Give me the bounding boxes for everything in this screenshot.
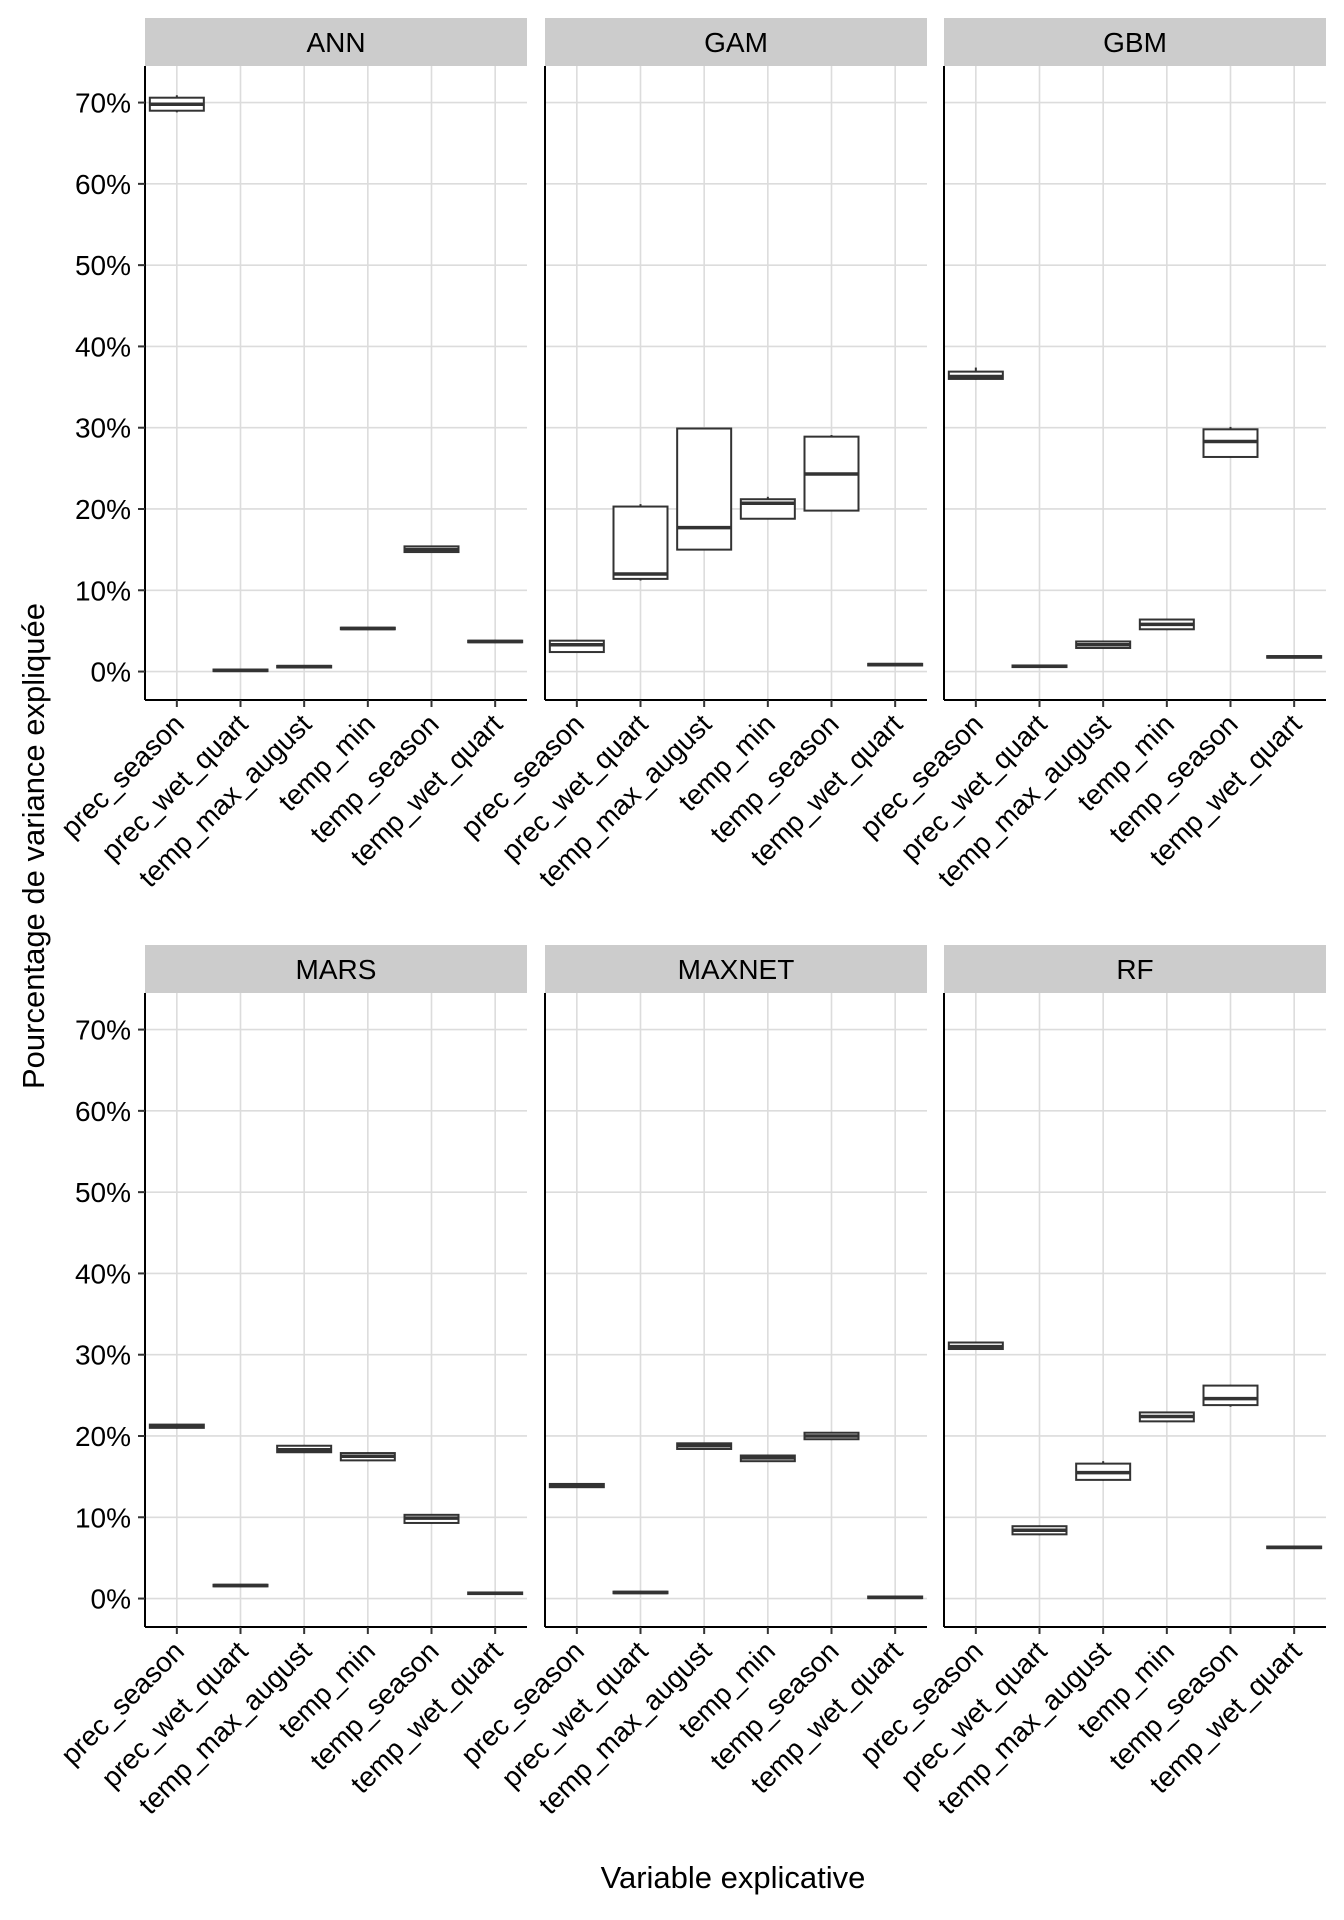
y-tick-label: 0% — [91, 657, 131, 688]
box-temp-season — [803, 1431, 860, 1441]
box-prec-wet-quart — [1011, 1525, 1068, 1536]
y-tick-label: 60% — [75, 1096, 131, 1127]
box-temp-max-august — [276, 1444, 333, 1454]
box-temp-season — [1202, 426, 1259, 458]
box-temp-min — [339, 1452, 396, 1462]
panel-ann: ANN0%10%20%30%40%50%60%70%prec_seasonpre… — [55, 18, 527, 893]
panel-strip — [545, 945, 927, 993]
y-tick-label: 30% — [75, 413, 131, 444]
box-prec-wet-quart — [612, 504, 669, 581]
box-temp-max-august — [276, 664, 333, 669]
facet-panels: ANN0%10%20%30%40%50%60%70%prec_seasonpre… — [55, 18, 1326, 1820]
box-temp-min — [1138, 1411, 1195, 1423]
box-temp-max-august — [1075, 640, 1132, 649]
box-temp-wet-quart — [467, 1591, 524, 1596]
panel-title: MAXNET — [678, 954, 795, 985]
box-temp-season — [1202, 1384, 1259, 1407]
panel-maxnet: MAXNETprec_seasonprec_wet_quarttemp_max_… — [455, 945, 927, 1820]
panel-gam: GAMprec_seasonprec_wet_quarttemp_max_aug… — [455, 18, 927, 893]
y-tick-label: 30% — [75, 1340, 131, 1371]
y-tick-label: 60% — [75, 169, 131, 200]
box-prec-wet-quart — [212, 668, 269, 673]
box-temp-wet-quart — [867, 1595, 924, 1600]
panel-strip — [944, 945, 1326, 993]
panel-title: GAM — [704, 27, 768, 58]
box-prec-season — [947, 367, 1004, 380]
box-iqr — [676, 427, 733, 551]
panel-strip — [145, 18, 527, 66]
box-prec-wet-quart — [612, 1590, 669, 1595]
y-tick-label: 0% — [91, 1584, 131, 1615]
y-tick-label: 70% — [75, 88, 131, 119]
x-axis-title: Variable explicative — [601, 1860, 866, 1895]
box-temp-max-august — [676, 1442, 733, 1450]
panel-rf: RFprec_seasonprec_wet_quarttemp_max_augu… — [854, 945, 1326, 1820]
y-tick-label: 50% — [75, 1177, 131, 1208]
panel-strip — [944, 18, 1326, 66]
box-temp-wet-quart — [867, 662, 924, 667]
box-temp-season — [403, 1513, 460, 1524]
panel-strip — [145, 945, 527, 993]
box-temp-wet-quart — [1266, 1545, 1323, 1550]
panel-title: ANN — [306, 27, 365, 58]
panel-title: RF — [1116, 954, 1153, 985]
y-tick-label: 40% — [75, 1258, 131, 1289]
y-tick-label: 50% — [75, 250, 131, 281]
y-tick-label: 10% — [75, 575, 131, 606]
box-temp-season — [403, 545, 460, 554]
panel-mars: MARS0%10%20%30%40%50%60%70%prec_seasonpr… — [55, 945, 527, 1820]
panel-title: MARS — [296, 954, 377, 985]
box-temp-wet-quart — [1266, 655, 1323, 659]
box-prec-season — [947, 1341, 1004, 1351]
y-tick-label: 20% — [75, 494, 131, 525]
box-temp-min — [1138, 618, 1195, 631]
box-prec-season — [148, 95, 205, 113]
box-prec-season — [148, 1423, 205, 1429]
box-temp-wet-quart — [467, 639, 524, 644]
box-prec-wet-quart — [1011, 664, 1068, 669]
panel-title: GBM — [1103, 27, 1167, 58]
panel-strip — [545, 18, 927, 66]
box-temp-min — [339, 626, 396, 631]
box-temp-season — [803, 435, 860, 512]
box-prec-wet-quart — [212, 1583, 269, 1588]
y-tick-label: 70% — [75, 1015, 131, 1046]
y-tick-label: 20% — [75, 1421, 131, 1452]
y-tick-label: 40% — [75, 331, 131, 362]
box-temp-min — [739, 496, 796, 520]
panel-gbm: GBMprec_seasonprec_wet_quarttemp_max_aug… — [854, 18, 1326, 893]
box-prec-season — [548, 639, 605, 654]
y-tick-label: 10% — [75, 1502, 131, 1533]
box-iqr — [1202, 1384, 1259, 1407]
y-axis-title: Pourcentage de variance expliquée — [16, 603, 51, 1089]
box-temp-min — [739, 1454, 796, 1463]
box-temp-max-august — [1075, 1461, 1132, 1481]
box-temp-max-august — [676, 427, 733, 551]
box-prec-season — [548, 1482, 605, 1489]
box-iqr — [612, 505, 669, 580]
